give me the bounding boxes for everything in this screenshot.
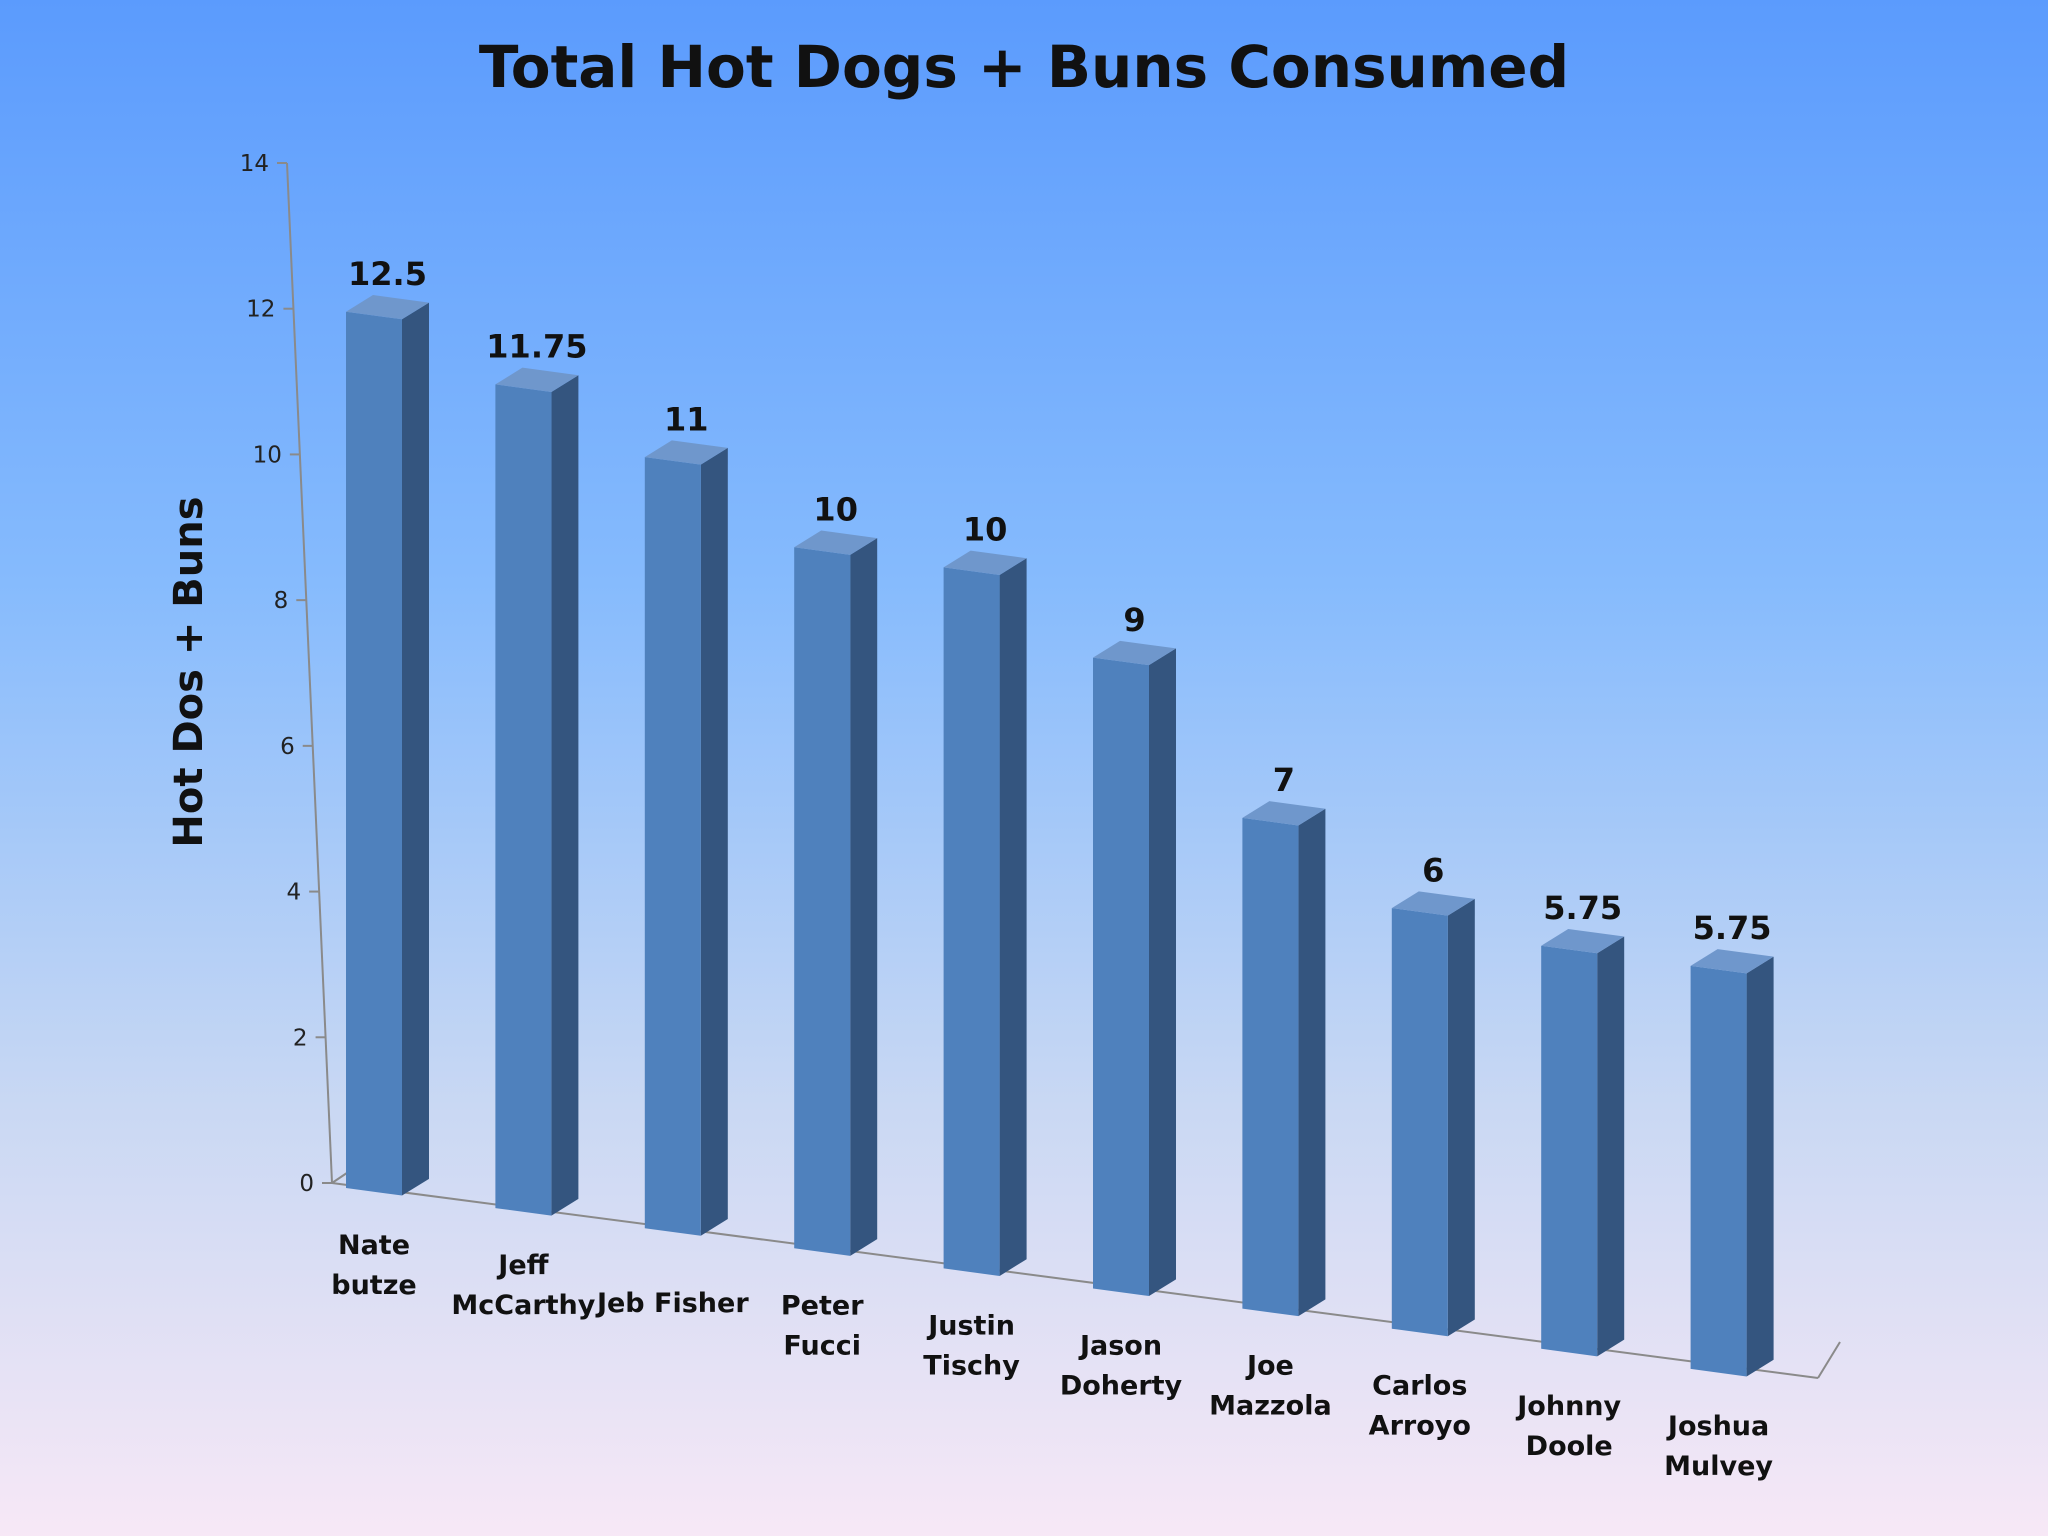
- bar-top: [943, 550, 1027, 575]
- bar-top: [1093, 640, 1176, 666]
- value-label: 5.75: [1693, 909, 1772, 947]
- value-label: 6: [1422, 851, 1444, 889]
- bar-side: [402, 302, 429, 1196]
- value-labels: 12.5 11.75 11 10 10 9 7 6 5.75 5.75: [348, 255, 1772, 947]
- bar-top: [1391, 891, 1475, 916]
- category-label: Jeb Fisher: [595, 1288, 749, 1319]
- category-label: Justin Tischy: [923, 1310, 1020, 1381]
- bar: [644, 457, 701, 1236]
- y-tick-label: 10: [253, 442, 282, 468]
- y-axis-label: Hot Dos + Buns: [166, 496, 212, 847]
- value-label: 5.75: [1543, 889, 1622, 927]
- bar: [1391, 908, 1448, 1337]
- bar-side: [999, 558, 1027, 1276]
- bar: [794, 547, 851, 1256]
- bar-side: [1447, 898, 1475, 1337]
- y-tick-label: 6: [280, 734, 295, 760]
- value-label: 10: [963, 511, 1008, 549]
- bar-side: [700, 447, 728, 1236]
- bar: [1093, 657, 1149, 1297]
- bar-top: [1242, 801, 1326, 826]
- value-label: 7: [1273, 761, 1295, 799]
- category-label: Joshua Mulvey: [1664, 1411, 1773, 1482]
- bar: [943, 567, 1000, 1276]
- y-ticks: 0 2 4 6 8 10 12 14: [240, 151, 332, 1197]
- bar-side: [551, 375, 579, 1216]
- bar-top: [1690, 949, 1774, 974]
- y-axis-line: [286, 162, 333, 1184]
- floor-right-edge: [1817, 1341, 1841, 1379]
- y-tick-label: 2: [293, 1025, 308, 1051]
- y-tick-label: 0: [299, 1171, 314, 1197]
- category-label: Carlos Arroyo: [1369, 1371, 1471, 1442]
- category-label: Johnny Doole: [1515, 1391, 1621, 1462]
- y-tick-label: 4: [287, 880, 302, 906]
- category-label: Peter Fucci: [781, 1290, 864, 1361]
- bar-side: [1149, 648, 1176, 1297]
- bar-top: [644, 440, 728, 465]
- category-label: Jason Doherty: [1060, 1331, 1183, 1402]
- bar-side: [1746, 956, 1774, 1377]
- bar-top: [495, 367, 579, 392]
- y-tick-label: 14: [240, 151, 269, 177]
- bar-top: [1541, 928, 1625, 954]
- value-label: 11: [664, 400, 709, 438]
- value-label: 11.75: [486, 328, 587, 366]
- bar-side: [850, 538, 878, 1256]
- bar: [1541, 945, 1598, 1357]
- value-label: 12.5: [348, 255, 427, 293]
- bar: [1242, 817, 1299, 1317]
- bar: [346, 311, 402, 1196]
- bar-top: [794, 530, 878, 555]
- bar-side: [1597, 936, 1625, 1357]
- bars: [346, 295, 1774, 1377]
- bar-top: [346, 295, 429, 320]
- value-label: 10: [813, 491, 858, 529]
- category-labels: Nate butze Jeff McCarthy Jeb Fisher Peter Fucc…: [331, 1230, 1773, 1482]
- y-tick-label: 12: [246, 297, 275, 323]
- value-label: 9: [1123, 601, 1145, 639]
- bar: [495, 384, 552, 1216]
- chart-title: Total Hot Dogs + Buns Consumed: [479, 33, 1569, 101]
- bar: [1690, 965, 1747, 1377]
- category-label: Jeff McCarthy: [451, 1250, 595, 1321]
- category-label: Joe Mazzola: [1209, 1351, 1332, 1422]
- category-label: Nate butze: [331, 1230, 416, 1301]
- bar-side: [1298, 808, 1326, 1317]
- y-tick-label: 8: [274, 588, 289, 614]
